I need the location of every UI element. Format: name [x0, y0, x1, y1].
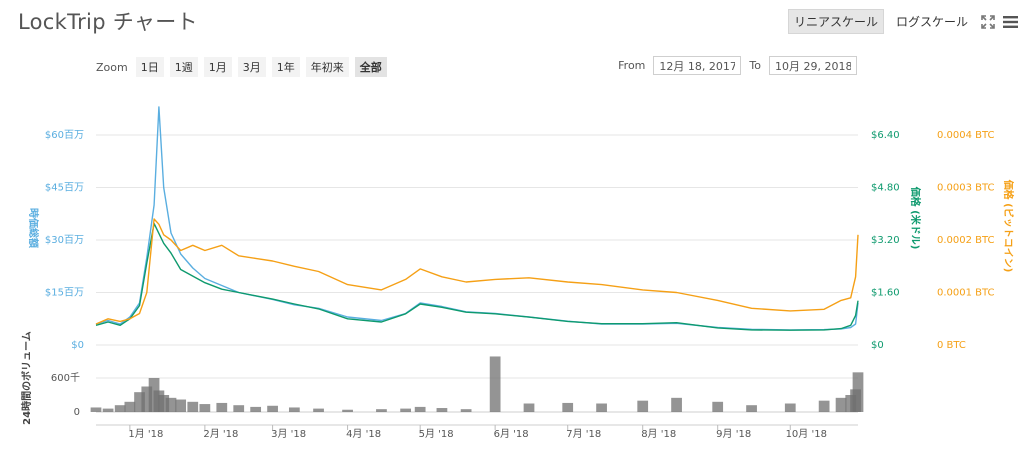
volume-bar	[489, 356, 501, 412]
x-tick-label: 3月 '18	[271, 428, 306, 440]
volume-bar	[400, 408, 412, 412]
market-cap-tick: $30百万	[45, 234, 84, 246]
market-cap-tick: $60百万	[45, 129, 84, 141]
btc-tick: 0.0003 BTC	[937, 183, 995, 194]
btc-tick: 0 BTC	[937, 340, 966, 351]
zoom-button-1d[interactable]: 1日	[135, 57, 164, 77]
usd-tick: $6.40	[871, 130, 900, 141]
fullscreen-icon[interactable]	[980, 14, 996, 30]
btc-tick: 0.0002 BTC	[937, 235, 995, 246]
usd-axis-label: 価格 (米ドル)	[909, 186, 922, 250]
volume-bar	[596, 403, 607, 412]
volume-bar	[288, 407, 300, 412]
x-tick-label: 10月 '18	[786, 428, 827, 440]
btc-tick: 0.0004 BTC	[937, 130, 995, 141]
btc-price-line	[95, 218, 859, 325]
volume-tick: 600千	[51, 372, 80, 384]
volume-bar	[124, 401, 136, 412]
volume-bar	[460, 409, 472, 412]
usd-price-line	[95, 222, 859, 331]
to-date-input[interactable]	[769, 56, 857, 75]
x-tick-label: 8月 '18	[641, 428, 676, 440]
market-cap-axis-label: 時価総額	[27, 208, 40, 248]
x-tick-label: 1月 '18	[128, 428, 163, 440]
page-title: LockTrip チャート	[18, 10, 198, 34]
zoom-button-1w[interactable]: 1週	[169, 57, 198, 77]
x-tick-label: 4月 '18	[346, 428, 381, 440]
market-cap-tick: $0	[71, 340, 84, 351]
volume-bar	[175, 399, 187, 412]
volume-bar	[187, 401, 199, 412]
date-range: From To	[618, 56, 857, 75]
volume-bar	[199, 404, 211, 412]
volume-bar	[376, 409, 387, 412]
volume-bar	[342, 409, 353, 412]
usd-tick: $4.80	[871, 183, 900, 194]
x-tick-label: 6月 '18	[494, 428, 529, 440]
volume-bar	[216, 402, 228, 412]
volume-bar	[746, 405, 757, 412]
x-tick-label: 2月 '18	[203, 428, 238, 440]
x-tick-label: 9月 '18	[716, 428, 751, 440]
zoom-button-1y[interactable]: 1年	[271, 57, 300, 77]
volume-bar	[158, 395, 170, 412]
volume-bar	[835, 397, 847, 412]
volume-bar	[436, 408, 448, 412]
volume-bar	[114, 405, 126, 412]
volume-bar	[414, 406, 426, 412]
zoom-controls: Zoom 1日 1週 1月 3月 1年 年初来 全部	[96, 57, 387, 77]
zoom-button-all[interactable]: 全部	[354, 57, 387, 77]
btc-axis-label: 価格 (ビットコイン)	[1002, 179, 1015, 273]
volume-bar	[134, 392, 145, 412]
volume-bar	[313, 408, 324, 412]
to-label: To	[749, 59, 761, 72]
linear-scale-button[interactable]: リニアスケール	[787, 9, 884, 34]
volume-bar	[233, 405, 245, 412]
volume-bar	[712, 401, 724, 412]
btc-tick: 0.0001 BTC	[937, 288, 995, 299]
market-cap-tick: $45百万	[45, 182, 84, 194]
volume-bar	[250, 406, 262, 412]
usd-tick: $0	[871, 340, 884, 351]
zoom-button-ytd[interactable]: 年初来	[305, 57, 349, 77]
market-cap-line	[95, 106, 859, 331]
x-tick-label: 7月 '18	[566, 428, 601, 440]
menu-icon[interactable]	[1002, 14, 1018, 30]
x-tick-label: 5月 '18	[419, 428, 454, 440]
volume-bar	[562, 402, 574, 412]
volume-tick: 0	[74, 407, 80, 418]
volume-bar	[102, 408, 114, 412]
zoom-button-1m[interactable]: 1月	[203, 57, 232, 77]
from-label: From	[618, 59, 646, 72]
volume-bar	[165, 397, 177, 412]
volume-bar	[852, 372, 864, 412]
zoom-button-3m[interactable]: 3月	[237, 57, 266, 77]
usd-tick: $3.20	[871, 235, 900, 246]
volume-bar	[671, 397, 682, 412]
from-date-input[interactable]	[653, 56, 742, 75]
volume-bar	[637, 400, 649, 412]
zoom-label: Zoom	[96, 60, 128, 74]
volume-bar	[267, 405, 278, 412]
volume-bar	[523, 403, 535, 412]
market-cap-tick: $15百万	[45, 287, 84, 299]
volume-bar	[141, 386, 153, 412]
toolbar: リニアスケール ログスケール	[787, 9, 1018, 34]
log-scale-button[interactable]: ログスケール	[895, 15, 968, 29]
volume-bar	[784, 403, 796, 412]
volume-bar	[90, 407, 102, 412]
volume-bar	[818, 400, 830, 412]
volume-axis-label: 24時間のボリューム	[20, 331, 33, 425]
usd-tick: $1.60	[871, 288, 900, 299]
